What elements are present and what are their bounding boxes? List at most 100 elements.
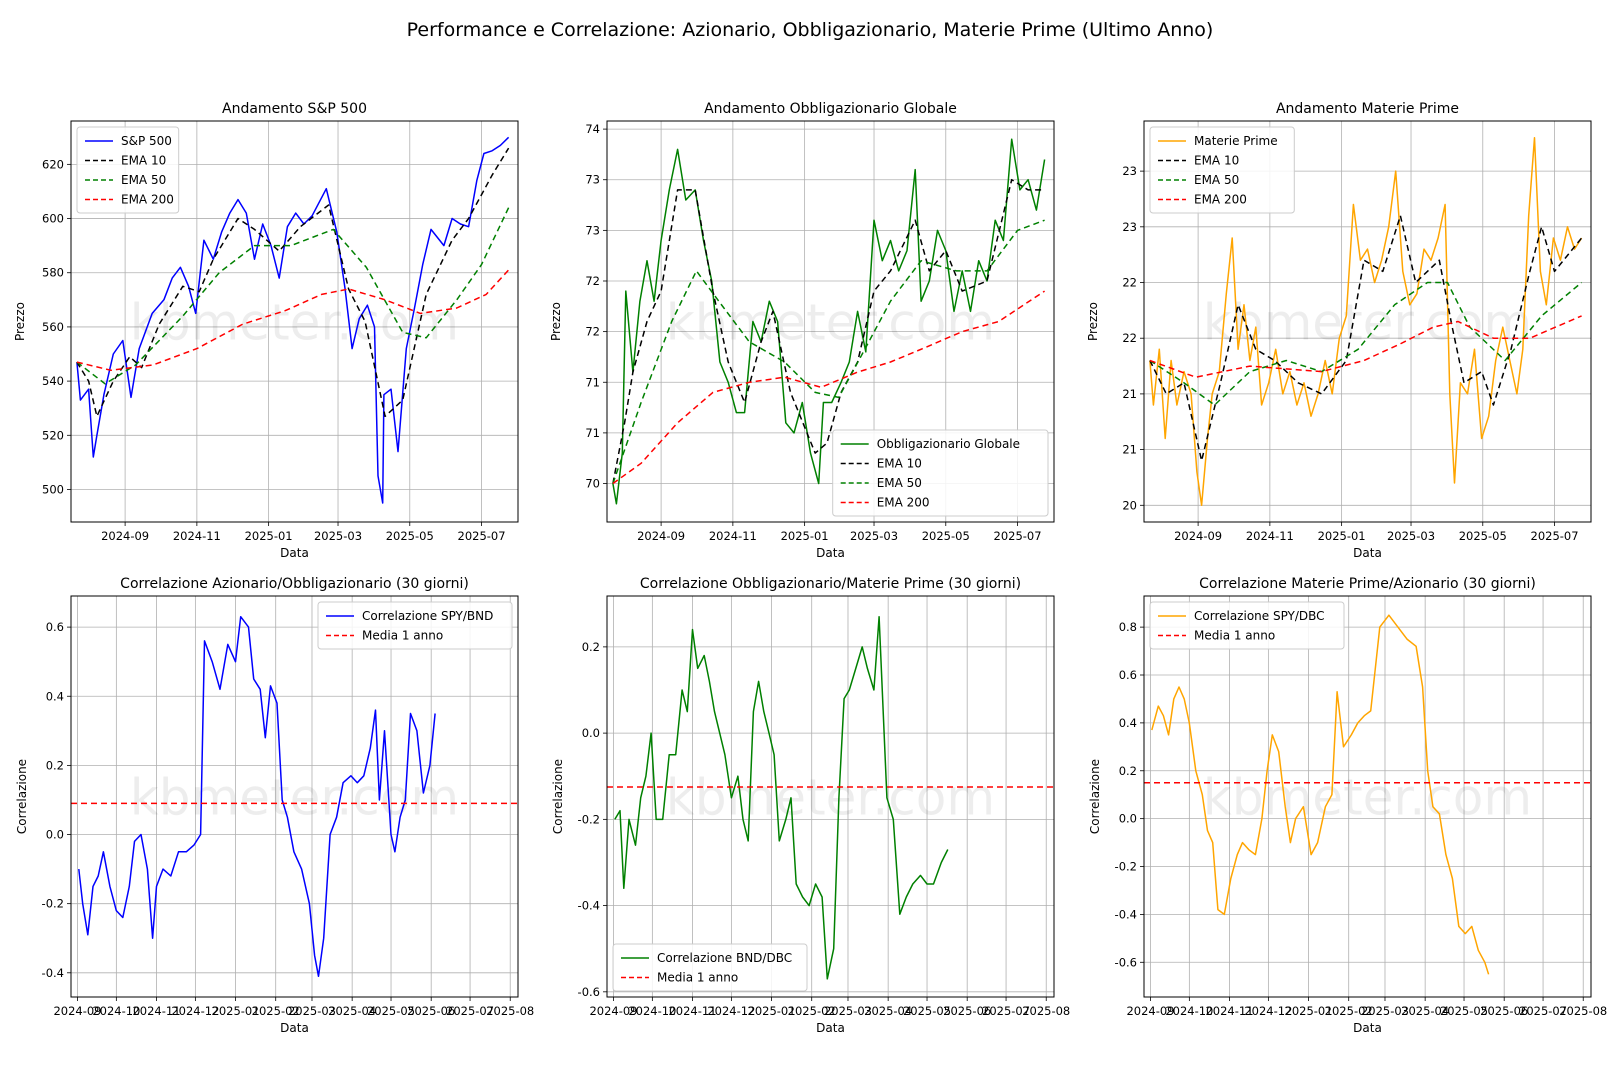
x-tick-label: 2025-01 [1285,1004,1333,1018]
series-line [612,219,1045,484]
y-tick-label: 0.0 [46,828,64,842]
series-line [612,178,1045,484]
y-tick-label: 72 [585,274,600,288]
legend-label: Correlazione BND/DBC [657,951,792,965]
x-tick-label: 2024-11 [132,1004,180,1018]
x-tick-label: 2024-10 [92,1004,140,1018]
y-tick-label: 500 [42,482,64,496]
legend-box [1149,601,1345,650]
x-tick-label: 2025-07 [446,1004,494,1018]
x-tick-label: 2025-04 [328,1004,376,1018]
y-tick-label: 23 [1122,220,1137,234]
chart-title: Andamento S&P 500 [222,101,367,117]
series-line [78,615,436,978]
y-tick-label: 20 [1122,498,1137,512]
x-tick-label: 2025-03 [314,529,362,543]
x-tick-label: 2024-11 [668,1004,716,1018]
x-tick-label: 2025-01 [781,529,829,543]
x-tick-label: 2025-02 [788,1004,836,1018]
y-tick-label: 73 [585,173,600,187]
y-tick-label: -0.2 [1115,860,1137,874]
series-line [76,136,510,504]
series-line [76,207,510,385]
series-line [1149,136,1583,507]
y-tick-label: 21 [1122,443,1137,457]
chart-panel-4: Correlazione Azionario/Obbligazionario (… [15,576,534,1035]
y-axis-label: Prezzo [549,302,563,341]
legend-label: Correlazione SPY/BND [362,609,493,623]
legend-box [1149,126,1295,214]
x-tick-label: 2025-07 [982,1004,1030,1018]
legend-label: Media 1 anno [362,629,443,643]
legend-label: Media 1 anno [657,971,738,985]
x-tick-label: 2025-05 [367,1004,415,1018]
x-tick-label: 2024-12 [1244,1004,1292,1018]
x-tick-label: 2025-01 [245,529,293,543]
y-tick-label: 22 [1122,331,1137,345]
legend-label: EMA 200 [121,193,174,207]
legend: S&P 500 EMA 10 EMA 50 EMA 200 [76,126,180,214]
y-tick-label: 21 [1122,387,1137,401]
legend-label: EMA 10 [877,457,922,471]
x-tick-label: 2025-06 [943,1004,991,1018]
plot-frame [606,595,1055,998]
chart-title: Correlazione Materie Prime/Azionario (30… [1199,576,1536,592]
legend-label: EMA 10 [121,154,166,168]
x-tick-label: 2024-09 [53,1004,101,1018]
plot-frame [1143,120,1592,523]
chart-panel-3: Andamento Materie Prime 20 21 21 22 22 23 23 202… [1086,101,1592,560]
series-group [607,615,1054,980]
x-tick-label: 2025-06 [407,1004,455,1018]
x-tick-label: 2024-11 [173,529,221,543]
x-tick-label: 2024-09 [1126,1004,1174,1018]
y-tick-label: 70 [585,477,600,491]
x-axis-label: Data [1353,1021,1382,1035]
legend: Correlazione SPY/BND Media 1 anno [317,601,513,650]
x-axis-label: Data [816,546,845,560]
series-line [1149,214,1583,462]
y-tick-label: 540 [42,374,64,388]
chart-panel-6: Correlazione Materie Prime/Azionario (30… [1088,576,1607,1035]
x-tick-label: 2025-03 [1387,529,1435,543]
x-tick-label: 2025-07 [1519,1004,1567,1018]
legend-label: EMA 50 [877,476,922,490]
x-tick-label: 2024-12 [171,1004,219,1018]
y-tick-label: 22 [1122,276,1137,290]
y-tick-label: 72 [585,325,600,339]
legend-box [612,943,808,992]
x-tick-label: 2025-01 [212,1004,260,1018]
y-tick-label: 0.4 [46,689,64,703]
series-group [76,136,510,504]
y-tick-label: 0.0 [582,726,600,740]
x-tick-label: 2025-07 [994,529,1042,543]
x-tick-label: 2025-03 [1361,1004,1409,1018]
x-tick-label: 2024-09 [1174,529,1222,543]
x-tick-label: 2025-03 [288,1004,336,1018]
y-tick-label: 71 [585,426,600,440]
y-tick-label: 520 [42,428,64,442]
x-tick-label: 2025-03 [824,1004,872,1018]
chart-title: Andamento Obbligazionario Globale [704,101,957,117]
chart-panel-5: Correlazione Obbligazionario/Materie Pri… [551,576,1070,1035]
x-tick-label: 2024-10 [628,1004,676,1018]
x-tick-label: 2025-05 [386,529,434,543]
series-line [612,138,1046,505]
x-tick-label: 2025-05 [1459,529,1507,543]
y-tick-label: -0.2 [42,897,64,911]
x-tick-label: 2025-04 [1401,1004,1449,1018]
legend: Correlazione BND/DBC Media 1 anno [612,943,808,992]
x-tick-label: 2024-12 [707,1004,755,1018]
figure-title: Performance e Correlazione: Azionario, O… [407,19,1214,41]
x-tick-label: 2024-09 [101,529,149,543]
series-line [76,147,510,418]
x-tick-label: 2024-11 [1246,529,1294,543]
y-axis-label: Correlazione [551,759,565,834]
y-axis-label: Correlazione [15,759,29,834]
y-tick-label: 0.6 [46,620,64,634]
y-tick-label: 560 [42,320,64,334]
legend-label: EMA 200 [877,496,930,510]
x-tick-label: 2025-02 [252,1004,300,1018]
watermark: kbmeter.com [130,294,459,352]
legend-label: Materie Prime [1194,134,1278,148]
